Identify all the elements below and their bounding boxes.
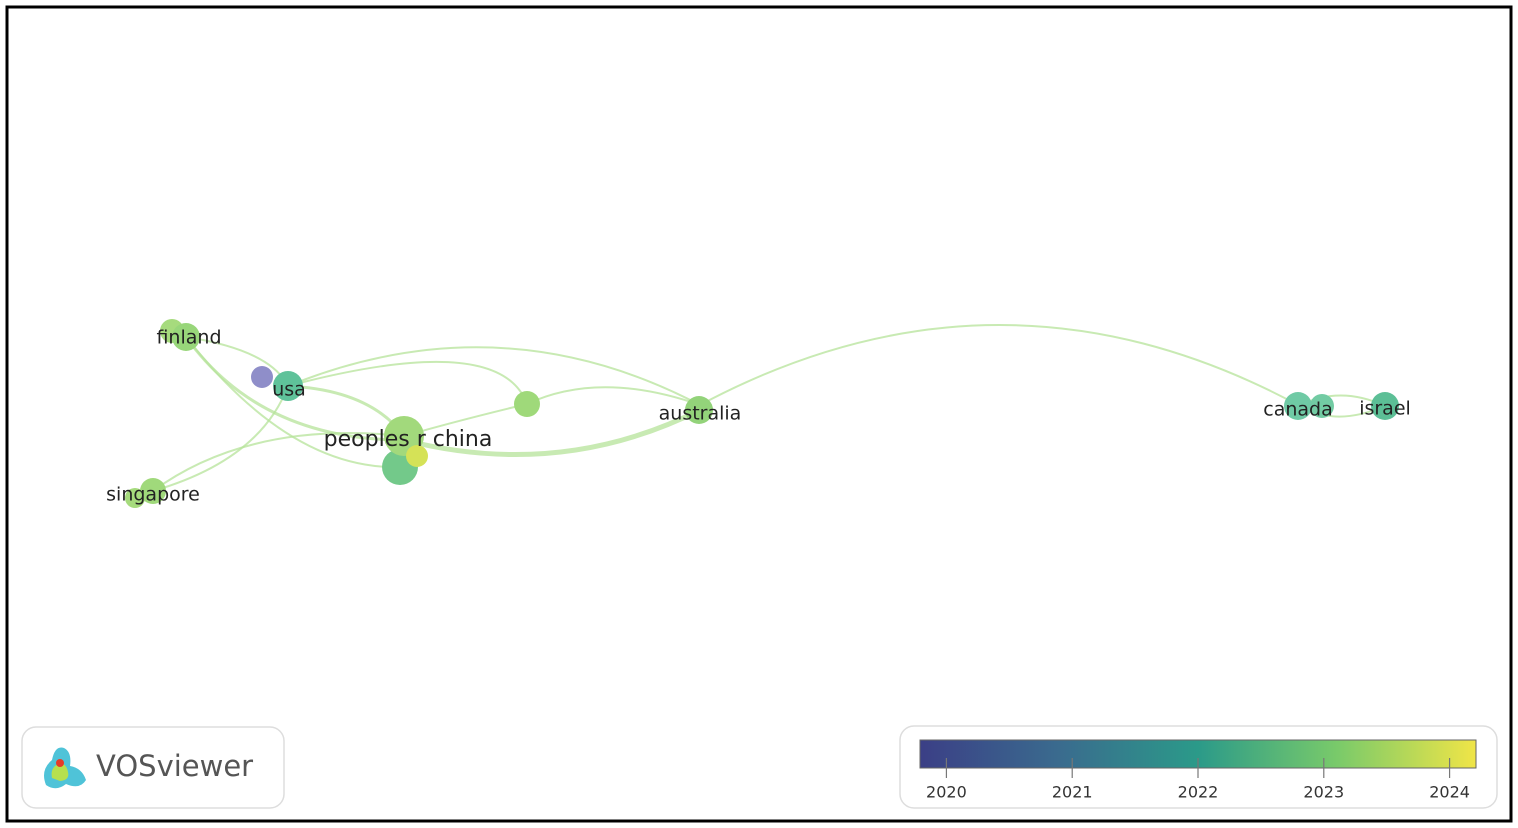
node-label: usa [272,379,306,401]
node-label: finland [156,327,221,349]
node-labels: finland usa peoples r china singapore austra… [106,327,1411,506]
edge [152,432,405,492]
legend-tick-label: 2022 [1178,783,1219,802]
node-label: australia [659,403,742,425]
node [406,445,428,467]
legend-tick-label: 2020 [926,783,967,802]
edges [152,324,1388,492]
edge [287,360,528,405]
logo-box: VOSviewer [21,726,285,809]
node [140,478,166,504]
legend-tick-label: 2024 [1429,783,1470,802]
legend-tick-label: 2021 [1052,783,1093,802]
node [1284,392,1312,420]
nodes [125,319,1399,508]
node [251,366,273,388]
edge [403,407,702,457]
legend-tick-label: 2023 [1303,783,1344,802]
node [514,391,540,417]
node [172,323,200,351]
node [685,396,713,424]
node-label: israel [1359,398,1411,420]
node-label: singapore [106,484,200,506]
edge [152,385,289,492]
node [125,488,145,508]
node-label: canada [1263,399,1332,421]
edge [185,336,401,469]
logo-frame [21,726,285,809]
legend: 2020 2021 2022 2023 2024 [899,725,1498,809]
node [1310,394,1334,418]
node-label: peoples r china [324,427,493,452]
node [273,371,303,401]
frame [5,5,1513,823]
app-name: VOSviewer [96,749,253,783]
edge [287,346,701,406]
node [1371,392,1399,420]
edge [699,324,1299,406]
logo-icon [44,747,86,789]
edge [526,386,701,406]
